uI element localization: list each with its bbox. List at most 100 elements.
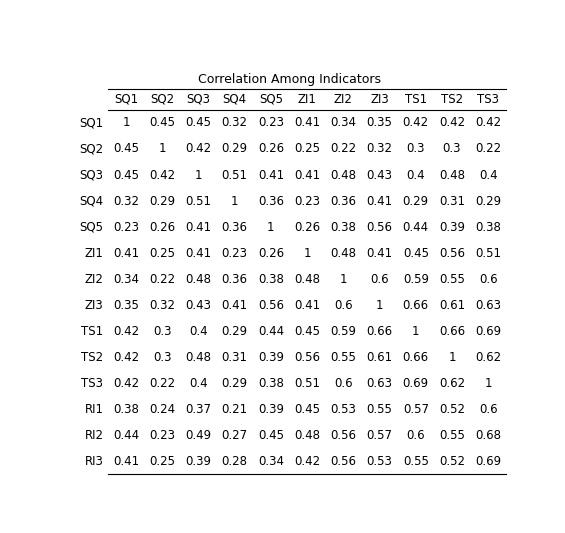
Text: 0.51: 0.51 [294, 377, 320, 390]
Text: 0.21: 0.21 [221, 403, 247, 416]
Text: 0.36: 0.36 [221, 221, 247, 233]
Text: 0.48: 0.48 [331, 247, 357, 260]
Text: 0.53: 0.53 [331, 403, 357, 416]
Text: 0.42: 0.42 [113, 325, 139, 338]
Text: SQ3: SQ3 [186, 93, 210, 106]
Text: 0.52: 0.52 [439, 403, 465, 416]
Text: 0.55: 0.55 [367, 403, 393, 416]
Text: 0.26: 0.26 [258, 142, 284, 156]
Text: 0.36: 0.36 [331, 195, 357, 207]
Text: 0.38: 0.38 [475, 221, 501, 233]
Text: 1: 1 [484, 377, 492, 390]
Text: 0.45: 0.45 [294, 325, 320, 338]
Text: 0.41: 0.41 [113, 247, 139, 260]
Text: 0.69: 0.69 [403, 377, 429, 390]
Text: 0.56: 0.56 [439, 247, 465, 260]
Text: 0.32: 0.32 [221, 116, 247, 130]
Text: 0.41: 0.41 [185, 247, 211, 260]
Text: 0.26: 0.26 [294, 221, 320, 233]
Text: 0.53: 0.53 [367, 455, 393, 468]
Text: TS2: TS2 [441, 93, 463, 106]
Text: SQ2: SQ2 [79, 142, 103, 156]
Text: 0.45: 0.45 [185, 116, 211, 130]
Text: 0.45: 0.45 [403, 247, 429, 260]
Text: 0.29: 0.29 [221, 142, 247, 156]
Text: 0.63: 0.63 [475, 298, 501, 312]
Text: 0.49: 0.49 [185, 429, 211, 442]
Text: TS1: TS1 [405, 93, 427, 106]
Text: 0.42: 0.42 [113, 351, 139, 364]
Text: 0.4: 0.4 [479, 168, 498, 182]
Text: 0.22: 0.22 [149, 273, 175, 286]
Text: 0.56: 0.56 [331, 455, 357, 468]
Text: 0.42: 0.42 [475, 116, 501, 130]
Text: 0.61: 0.61 [367, 351, 393, 364]
Text: Correlation Among Indicators: Correlation Among Indicators [198, 73, 381, 86]
Text: 1: 1 [448, 351, 456, 364]
Text: 0.6: 0.6 [334, 298, 353, 312]
Text: 0.39: 0.39 [439, 221, 465, 233]
Text: ZI3: ZI3 [85, 298, 103, 312]
Text: 0.38: 0.38 [113, 403, 139, 416]
Text: 0.48: 0.48 [185, 351, 211, 364]
Text: 1: 1 [412, 325, 419, 338]
Text: 0.26: 0.26 [149, 221, 175, 233]
Text: 0.56: 0.56 [294, 351, 320, 364]
Text: 0.51: 0.51 [221, 168, 247, 182]
Text: 0.52: 0.52 [439, 455, 465, 468]
Text: SQ2: SQ2 [150, 93, 174, 106]
Text: ZI2: ZI2 [334, 93, 353, 106]
Text: 0.26: 0.26 [258, 247, 284, 260]
Text: 1: 1 [195, 168, 202, 182]
Text: 0.56: 0.56 [331, 429, 357, 442]
Text: 0.35: 0.35 [367, 116, 393, 130]
Text: 0.59: 0.59 [331, 325, 357, 338]
Text: 1: 1 [303, 247, 311, 260]
Text: 0.66: 0.66 [367, 325, 393, 338]
Text: 0.36: 0.36 [221, 273, 247, 286]
Text: 1: 1 [231, 195, 238, 207]
Text: 0.24: 0.24 [149, 403, 175, 416]
Text: 0.42: 0.42 [294, 455, 320, 468]
Text: 0.39: 0.39 [258, 351, 284, 364]
Text: 0.4: 0.4 [189, 325, 208, 338]
Text: 0.41: 0.41 [258, 168, 284, 182]
Text: 1: 1 [122, 116, 130, 130]
Text: RI1: RI1 [84, 403, 103, 416]
Text: 0.42: 0.42 [439, 116, 465, 130]
Text: 0.38: 0.38 [258, 273, 284, 286]
Text: 0.45: 0.45 [113, 168, 139, 182]
Text: 0.6: 0.6 [479, 403, 498, 416]
Text: SQ1: SQ1 [114, 93, 138, 106]
Text: 0.55: 0.55 [331, 351, 357, 364]
Text: 0.36: 0.36 [258, 195, 284, 207]
Text: 0.25: 0.25 [149, 247, 175, 260]
Text: 0.59: 0.59 [403, 273, 429, 286]
Text: 0.3: 0.3 [443, 142, 461, 156]
Text: 0.22: 0.22 [149, 377, 175, 390]
Text: 0.23: 0.23 [221, 247, 247, 260]
Text: 0.62: 0.62 [475, 351, 501, 364]
Text: 0.29: 0.29 [221, 325, 247, 338]
Text: SQ1: SQ1 [79, 116, 103, 130]
Text: 0.56: 0.56 [367, 221, 393, 233]
Text: 0.48: 0.48 [331, 168, 357, 182]
Text: 0.66: 0.66 [439, 325, 465, 338]
Text: 0.3: 0.3 [153, 325, 171, 338]
Text: 0.6: 0.6 [334, 377, 353, 390]
Text: 0.42: 0.42 [403, 116, 429, 130]
Text: ZI2: ZI2 [85, 273, 103, 286]
Text: 0.38: 0.38 [331, 221, 357, 233]
Text: 0.29: 0.29 [149, 195, 175, 207]
Text: SQ5: SQ5 [80, 221, 103, 233]
Text: 0.23: 0.23 [149, 429, 175, 442]
Text: 0.37: 0.37 [185, 403, 211, 416]
Text: 0.44: 0.44 [113, 429, 139, 442]
Text: 0.43: 0.43 [367, 168, 393, 182]
Text: 0.45: 0.45 [294, 403, 320, 416]
Text: TS1: TS1 [81, 325, 103, 338]
Text: 0.39: 0.39 [185, 455, 211, 468]
Text: 1: 1 [158, 142, 166, 156]
Text: 0.44: 0.44 [258, 325, 284, 338]
Text: 0.34: 0.34 [258, 455, 284, 468]
